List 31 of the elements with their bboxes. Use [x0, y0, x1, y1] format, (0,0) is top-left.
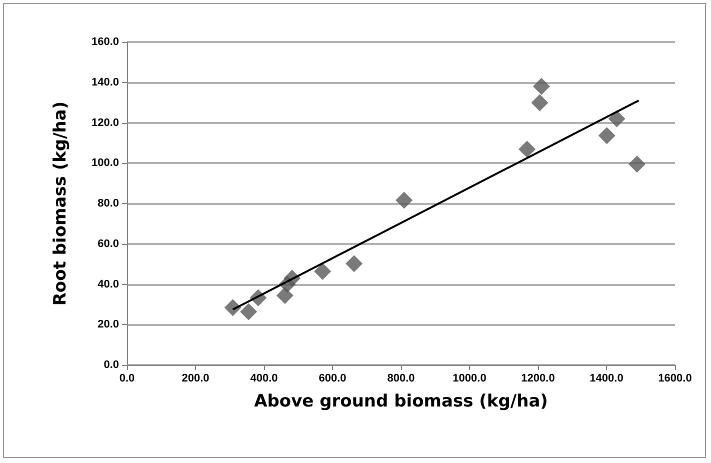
point — [628, 156, 646, 173]
y-tick-label: 140.0 — [91, 76, 119, 88]
point — [598, 127, 616, 144]
point — [276, 287, 294, 304]
y-tick-label: 160.0 — [91, 36, 119, 48]
point — [532, 78, 550, 95]
x-tick-label: 1600.0 — [658, 372, 692, 384]
x-tick-label: 1000.0 — [452, 372, 486, 384]
y-tick-label: 120.0 — [91, 116, 119, 129]
x-tick-label: 200.0 — [182, 372, 210, 384]
point — [396, 192, 413, 209]
y-tick-label: 40.0 — [98, 278, 119, 290]
y-tick-label: 80.0 — [98, 198, 119, 210]
x-tick-label: 400.0 — [250, 372, 278, 384]
point — [346, 255, 363, 272]
x-tick-label: 0.0 — [119, 372, 135, 384]
point — [240, 303, 258, 320]
x-tick-label: 800.0 — [387, 372, 415, 384]
x-tick-label: 600.0 — [318, 372, 346, 384]
point — [314, 262, 332, 280]
x-tick-label: 1200.0 — [521, 372, 555, 384]
point — [531, 94, 548, 112]
y-tick-label: 0.0 — [104, 359, 119, 371]
y-tick-label: 60.0 — [98, 238, 119, 250]
point — [608, 110, 626, 128]
x-tick-label: 1400.0 — [590, 372, 624, 384]
y-tick-label: 100.0 — [91, 157, 119, 170]
x-axis-title: Above ground biomass (kg/ha) — [254, 392, 548, 412]
point — [518, 140, 536, 158]
y-tick-label: 20.0 — [98, 318, 119, 331]
y-axis-title: Root biomass (kg/ha) — [50, 101, 70, 306]
